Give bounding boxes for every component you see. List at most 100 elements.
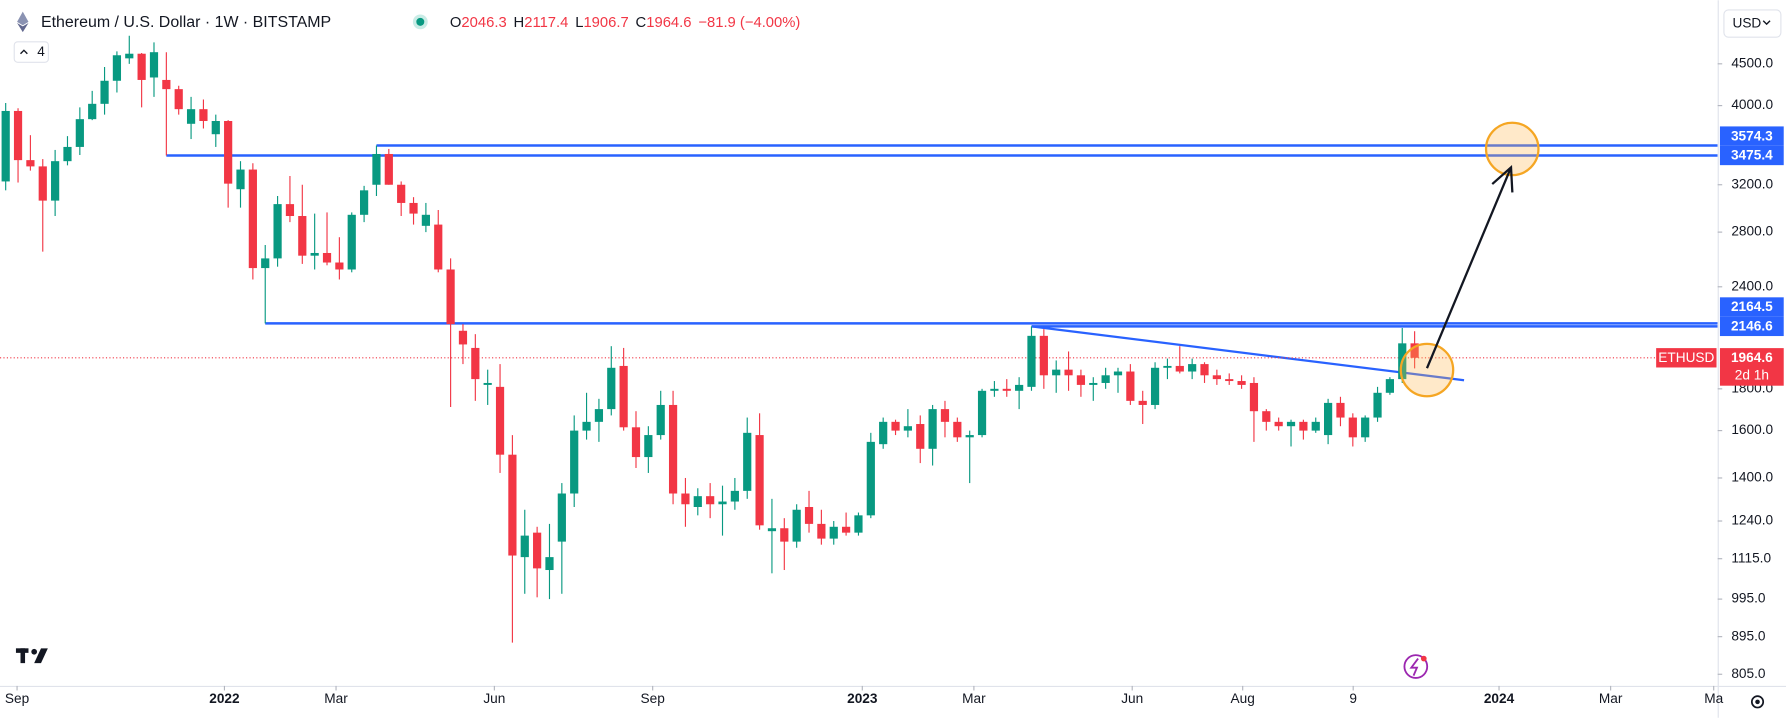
candle-body [458,330,468,345]
x-tick-label: Jun [483,691,505,706]
alert-dot [1420,655,1427,662]
x-tick-label: Ma [1704,691,1723,706]
candle-body [1002,388,1011,391]
ohlc-key: L [575,15,583,31]
chevron [20,49,28,55]
alert-bolt [1409,658,1419,677]
level-price-box [1719,316,1784,337]
candle-body [804,506,814,524]
candle-body [1052,369,1061,376]
candle-body [841,526,851,533]
ohlc-legend: O2046.3 H2117.4 L1906.7 C1964.6 −81.9 (−4.00… [450,15,801,31]
y-tick-label: 4500.0 [1731,55,1773,70]
candle-body [866,441,875,516]
candle-body [13,110,23,161]
candle-body [582,421,591,431]
candle-body [1126,371,1135,401]
trendline [1031,325,1465,382]
candle-body [545,557,554,571]
candle-body [718,501,727,505]
axes: 4500.04000.03200.02800.02400.01800.01600… [5,55,1784,706]
ohlc-key: O [450,15,462,31]
candle-body [644,435,653,458]
candle-body [1212,375,1221,380]
candle-body [236,169,245,190]
candle-body [1410,343,1419,358]
chevron [1762,20,1771,26]
currency-button[interactable] [1723,9,1782,38]
y-tick-label: 1115.0 [1731,550,1771,565]
y-tick-label: 2400.0 [1731,278,1773,293]
y-tick-label: 995.0 [1731,591,1766,606]
level-price-label: 2164.5 [1731,299,1773,314]
settings-icon[interactable] [1750,695,1765,709]
candle-body [162,79,171,90]
candle-body [211,121,220,135]
x-tick-label: Sep [641,691,666,706]
x-tick-label: Sep [5,691,30,706]
candle-body [607,367,616,410]
last-price-box [1719,348,1784,386]
y-tick-label: 4000.0 [1731,97,1773,112]
candle-body [397,184,406,203]
ohlc-value: 2046.3 [461,15,506,31]
candle-body [63,146,72,162]
candle-body [1027,335,1036,387]
x-tick-label: Mar [324,691,348,706]
candle-body [1101,375,1110,383]
indicators-toggle[interactable] [13,41,49,63]
ohlc-value: 2117.4 [524,15,568,31]
candle-body [1200,364,1209,376]
candle-body [1348,417,1357,438]
candle-body [1039,335,1048,376]
candle-body [977,390,987,436]
candle-body [1064,369,1073,376]
y-tick-label: 2800.0 [1731,224,1773,239]
candle-body [434,224,443,270]
level-price-box [1719,145,1784,166]
candle-body [681,493,690,505]
candle-body [668,404,678,494]
tradingview-logo [15,648,48,664]
candle-body [112,55,122,81]
candle-body [940,409,950,422]
candle-body [1249,382,1259,412]
candle-body [100,80,109,104]
candle-body [335,262,344,270]
candle-body [273,204,282,259]
candle-body [792,509,801,542]
market-status[interactable] [416,17,425,26]
candle-body [520,535,529,558]
ohlc-value: 1964.6 [646,15,691,31]
candle-body [446,269,455,325]
last-price-label: 1964.6 [1731,350,1773,365]
level-price-label: 2146.6 [1731,319,1773,334]
y-tick-label: 1400.0 [1731,470,1773,485]
candle-body [137,53,146,80]
x-tick-label: Mar [1599,691,1623,706]
candle-body [656,404,665,436]
candle-body [1336,402,1345,418]
level-price-box [1719,297,1784,317]
candle-body [903,426,912,431]
candle-body [619,365,628,428]
candle-body [285,204,295,217]
x-tick-label: 2023 [847,691,878,706]
candle-body [1175,365,1184,372]
candle-body [755,435,764,526]
plot-area [0,35,1718,643]
level-price-box [1719,126,1784,146]
candle-body [1076,375,1086,385]
candle-body [1113,371,1123,376]
candle-body [174,89,183,110]
candle-body [1,110,10,182]
currency-label: USD [1732,16,1761,31]
y-tick-label: 1600.0 [1731,422,1773,437]
candle-body [1373,392,1382,418]
candle-body [706,496,715,505]
x-tick-label: 9 [1349,691,1357,706]
y-tick-label: 3200.0 [1731,176,1773,191]
candle-body [1361,417,1370,438]
alert-icon[interactable] [1403,654,1429,679]
